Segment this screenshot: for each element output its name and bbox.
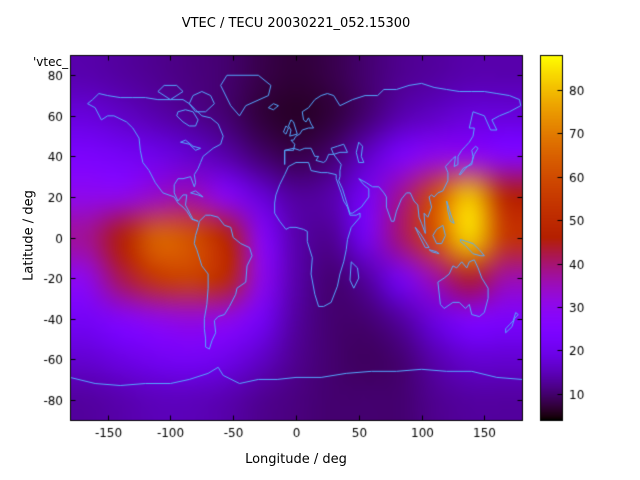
x-axis-label: Longitude / deg [245, 452, 347, 467]
y-axis-label: Latitude / deg [21, 190, 37, 281]
plot-key-label: 'vtec_ [33, 55, 69, 69]
chart-title: VTEC / TECU 20030221_052.15300 [181, 16, 411, 31]
